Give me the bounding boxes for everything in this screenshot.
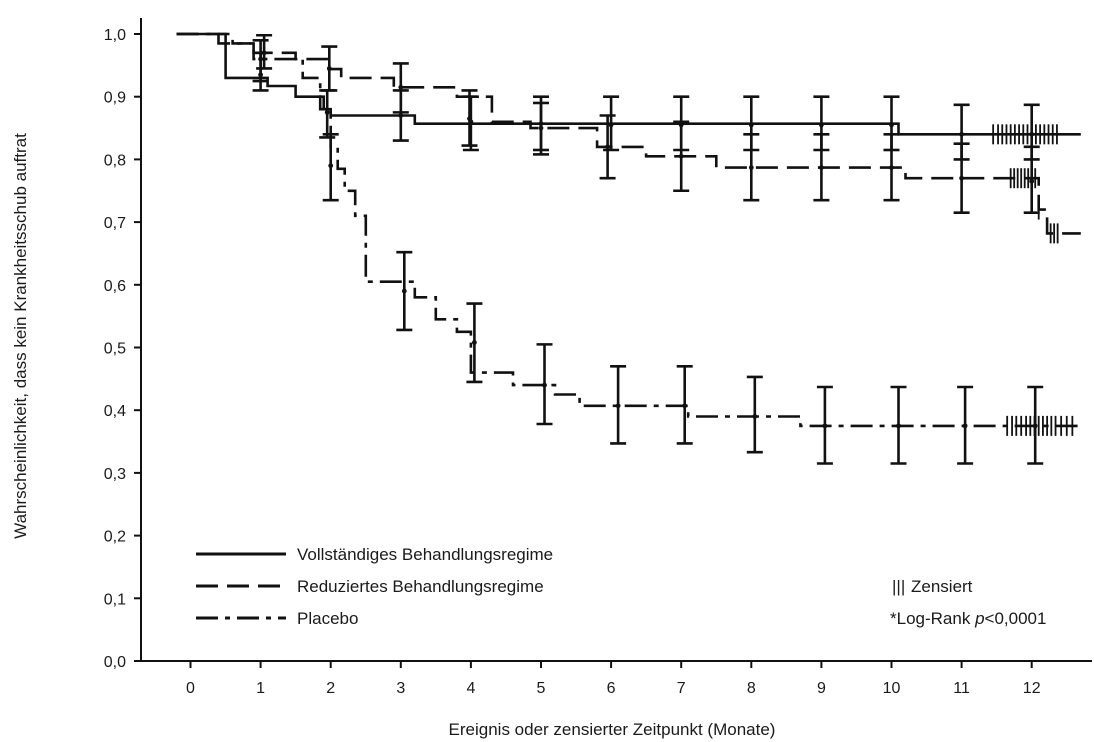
estimate-point [959, 175, 964, 181]
x-tick-label: 7 [677, 680, 686, 697]
y-tick-label: 0,4 [104, 403, 126, 420]
estimate-point [467, 116, 472, 122]
y-tick-label: 0,5 [104, 341, 126, 358]
estimate-point [538, 125, 544, 131]
estimate-point [398, 113, 404, 118]
logrank-suffix: <0,0001 [985, 609, 1047, 628]
estimate-point [615, 403, 621, 409]
series-dashdot [176, 32, 1081, 465]
x-axis-title: Ereignis oder zensierter Zeitpunkt (Mona… [449, 720, 776, 739]
x-tick-label: 2 [326, 680, 335, 697]
estimate-point [889, 122, 894, 128]
x-tick-label: 1 [256, 680, 265, 697]
estimate-point [328, 163, 334, 169]
estimate-point [324, 109, 330, 115]
estimate-point [608, 122, 614, 128]
y-tick-label: 0,2 [104, 529, 126, 546]
x-tick-label: 11 [953, 680, 970, 697]
x-tick-label: 8 [747, 680, 756, 697]
estimate-point [752, 414, 758, 419]
x-tick-label: 12 [1023, 680, 1041, 697]
estimate-point [542, 382, 547, 388]
y-tick-label: 0,9 [104, 90, 126, 107]
estimate-point [748, 122, 754, 128]
estimate-point [819, 165, 824, 170]
x-tick-label: 6 [607, 680, 616, 697]
estimate-point [472, 340, 477, 345]
logrank-text: *Log-Rank p<0,0001 [890, 609, 1046, 628]
y-tick-label: 0,0 [104, 654, 126, 671]
x-tick-label: 3 [396, 680, 405, 697]
y-tick-label: 0,8 [104, 152, 126, 169]
legend: Vollständiges Behandlungsregime Reduzier… [196, 545, 553, 628]
estimate-point [678, 153, 684, 159]
estimate-point [398, 84, 404, 90]
estimate-point [959, 131, 964, 137]
y-axis-title: Wahrscheinlichkeit, dass kein Krankheits… [11, 133, 30, 539]
y-tick-label: 0,1 [104, 591, 126, 608]
censored-symbol: ||| [892, 577, 905, 596]
logrank-prefix: *Log-Rank [890, 609, 975, 628]
x-tick-label: 5 [537, 680, 546, 697]
estimate-point [261, 50, 267, 56]
y-tick-label: 1,0 [104, 27, 126, 44]
estimate-point [326, 66, 332, 71]
y-ticks-group: 0,0 0,1 0,2 0,3 0,4 0,5 0,6 0,7 0,8 0,9 1,0 [104, 27, 141, 671]
km-curve-dashed [176, 32, 1081, 235]
estimate-point [258, 56, 263, 62]
estimate-point [401, 288, 407, 294]
estimate-point [682, 403, 688, 409]
logrank-p: p [974, 609, 984, 628]
series-layer [176, 32, 1081, 465]
x-tick-label: 4 [466, 680, 475, 697]
estimate-point [822, 423, 828, 429]
legend-label-vollstaendig: Vollständiges Behandlungsregime [297, 545, 553, 564]
estimate-point [819, 122, 824, 128]
estimate-point [896, 423, 901, 429]
x-ticks-group: 0 1 2 3 4 5 6 7 8 9 10 11 12 [186, 661, 1041, 697]
km-curve-solid [176, 32, 1081, 136]
annotation-block: ||| Zensiert *Log-Rank p<0,0001 [890, 577, 1046, 628]
km-curve-dashdot [176, 32, 1081, 428]
x-tick-label: 0 [186, 680, 195, 697]
y-tick-label: 0,3 [104, 466, 126, 483]
legend-label-placebo: Placebo [297, 609, 358, 628]
censored-label: Zensiert [911, 577, 973, 596]
x-tick-label: 9 [817, 680, 826, 697]
estimate-point [605, 144, 610, 150]
estimate-point [889, 165, 894, 170]
estimate-point [748, 165, 754, 170]
estimate-point [962, 423, 968, 429]
series-dashed [176, 32, 1081, 244]
x-tick-label: 10 [883, 680, 901, 697]
legend-label-reduziert: Reduziertes Behandlungsregime [297, 577, 544, 596]
y-tick-label: 0,7 [104, 215, 126, 232]
series-solid [176, 32, 1081, 161]
y-tick-label: 0,6 [104, 278, 126, 295]
